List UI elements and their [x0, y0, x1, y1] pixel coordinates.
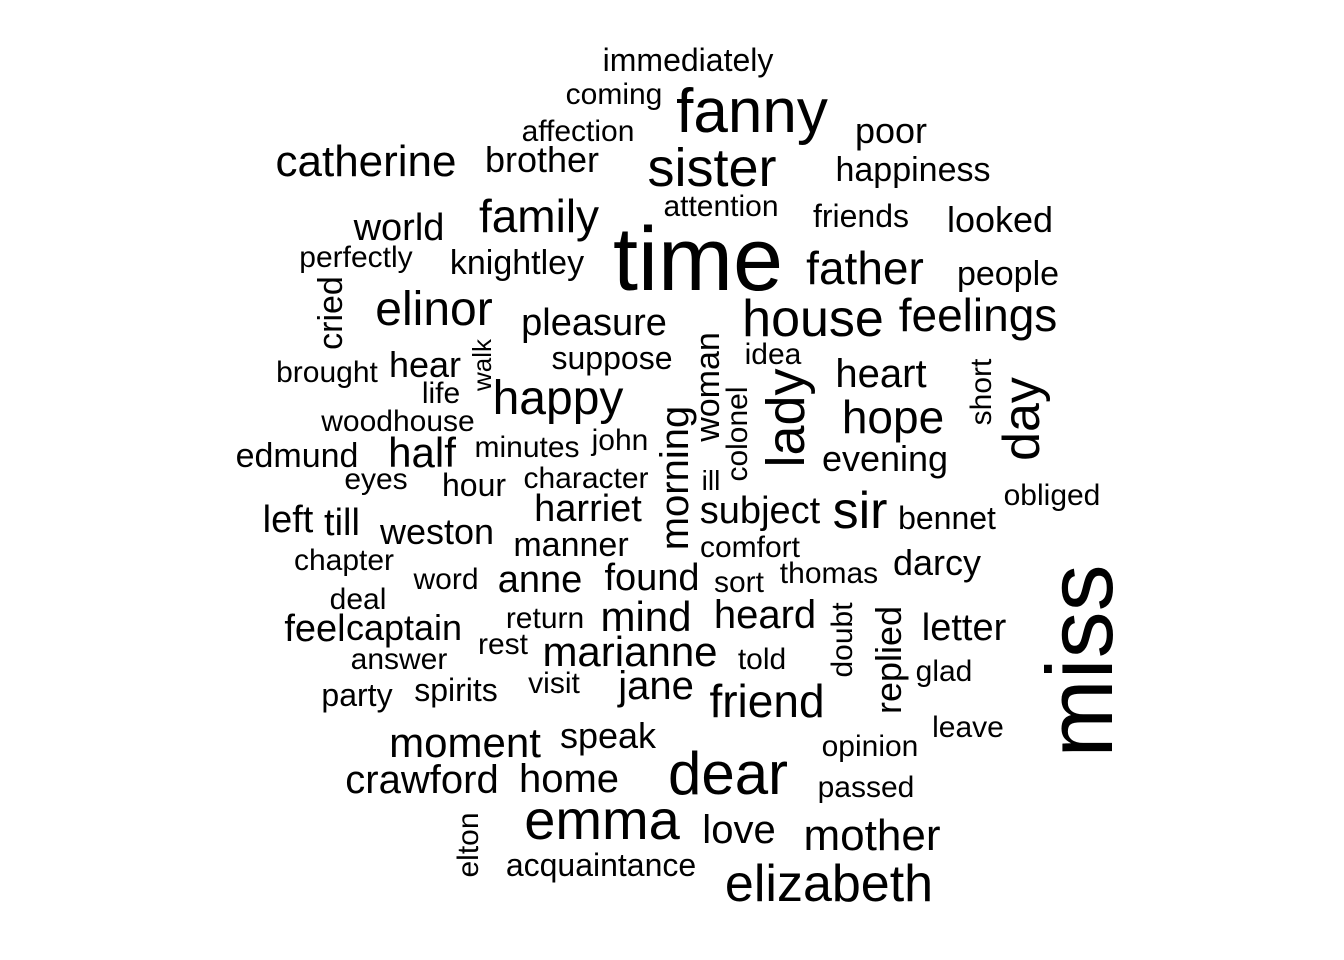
word-sir: sir: [832, 482, 888, 540]
word-return: return: [505, 602, 585, 635]
word-crawford: crawford: [345, 758, 499, 802]
word-leave: leave: [932, 711, 1004, 744]
word-half: half: [388, 429, 456, 476]
word-eyes: eyes: [344, 463, 408, 496]
word-happiness: happiness: [835, 151, 991, 189]
word-miss: miss: [1027, 564, 1132, 758]
word-father: father: [806, 242, 924, 294]
word-hear: hear: [388, 344, 462, 385]
word-ill: ill: [701, 465, 721, 496]
word-heart: heart: [835, 352, 927, 396]
word-hope: hope: [841, 391, 945, 443]
word-walk: walk: [467, 338, 497, 392]
word-subject: subject: [699, 490, 821, 532]
word-friends: friends: [812, 198, 910, 234]
word-sort: sort: [713, 566, 765, 599]
word-captain: captain: [345, 607, 463, 648]
word-evening: evening: [821, 438, 949, 479]
word-life: life: [421, 377, 461, 410]
word-elinor: elinor: [375, 283, 493, 336]
word-fanny: fanny: [676, 77, 828, 146]
word-till: till: [324, 502, 360, 544]
word-darcy: darcy: [892, 542, 982, 583]
word-friend: friend: [709, 675, 825, 727]
word-poor: poor: [854, 110, 928, 151]
word-moment: moment: [389, 719, 541, 766]
word-looked: looked: [946, 199, 1054, 240]
word-found: found: [604, 557, 700, 599]
word-mind: mind: [600, 593, 692, 640]
word-love: love: [702, 808, 776, 852]
word-edmund: edmund: [235, 437, 359, 475]
word-dear: dear: [667, 740, 789, 807]
word-cried: cried: [312, 276, 350, 350]
word-elton: elton: [452, 812, 485, 878]
word-told: told: [737, 643, 787, 676]
word-hour: hour: [441, 467, 507, 503]
word-passed: passed: [817, 771, 915, 804]
word-anne: anne: [497, 559, 583, 601]
word-family: family: [478, 190, 600, 242]
word-doubt: doubt: [826, 602, 859, 678]
word-suppose: suppose: [551, 340, 673, 376]
word-brother: brother: [484, 139, 600, 180]
word-opinion: opinion: [821, 730, 919, 763]
word-rest: rest: [477, 628, 529, 661]
word-letter: letter: [921, 607, 1007, 649]
word-perfectly: perfectly: [299, 241, 413, 274]
word-feel: feel: [284, 608, 346, 650]
word-acquaintance: acquaintance: [505, 847, 697, 883]
word-feelings: feelings: [898, 289, 1058, 341]
word-knightley: knightley: [449, 244, 585, 282]
word-minutes: minutes: [474, 431, 580, 464]
word-coming: coming: [565, 78, 663, 111]
word-home: home: [518, 757, 620, 801]
word-mother: mother: [803, 811, 941, 860]
word-people: people: [956, 255, 1060, 293]
word-day: day: [993, 377, 1051, 461]
word-jane: jane: [618, 664, 694, 708]
word-weston: weston: [379, 511, 495, 552]
word-spirits: spirits: [414, 672, 498, 708]
word-colonel: colonel: [721, 386, 754, 482]
word-glad: glad: [915, 655, 973, 688]
word-woodhouse: woodhouse: [321, 405, 475, 438]
word-harriet: harriet: [534, 488, 642, 530]
word-attention: attention: [663, 190, 779, 223]
word-deal: deal: [329, 583, 387, 616]
word-catherine: catherine: [275, 137, 457, 186]
word-emma: emma: [524, 788, 680, 851]
word-morning: morning: [653, 405, 697, 551]
word-party: party: [321, 677, 393, 713]
word-word: word: [413, 563, 479, 596]
word-visit: visit: [528, 667, 580, 700]
word-happy: happy: [492, 372, 624, 425]
word-elizabeth: elizabeth: [724, 855, 934, 913]
word-bennet: bennet: [898, 500, 996, 536]
word-house: house: [742, 290, 884, 348]
word-speak: speak: [559, 715, 657, 756]
word-immediately: immediately: [602, 42, 774, 78]
word-pleasure: pleasure: [521, 302, 667, 344]
word-marianne: marianne: [542, 628, 718, 675]
word-heard: heard: [713, 593, 817, 637]
word-idea: idea: [744, 338, 802, 371]
word-chapter: chapter: [293, 544, 395, 577]
word-character: character: [523, 462, 649, 495]
word-sister: sister: [647, 138, 777, 198]
word-lady: lady: [756, 368, 816, 468]
word-replied: replied: [868, 605, 909, 715]
word-obliged: obliged: [1003, 479, 1101, 512]
word-manner: manner: [513, 526, 629, 564]
word-brought: brought: [276, 356, 378, 389]
word-answer: answer: [350, 643, 448, 676]
word-comfort: comfort: [699, 531, 801, 564]
word-time: time: [612, 210, 784, 310]
word-world: world: [353, 207, 445, 249]
word-thomas: thomas: [779, 557, 879, 590]
word-john: john: [591, 424, 649, 457]
word-affection: affection: [521, 115, 635, 148]
word-left: left: [262, 499, 314, 541]
